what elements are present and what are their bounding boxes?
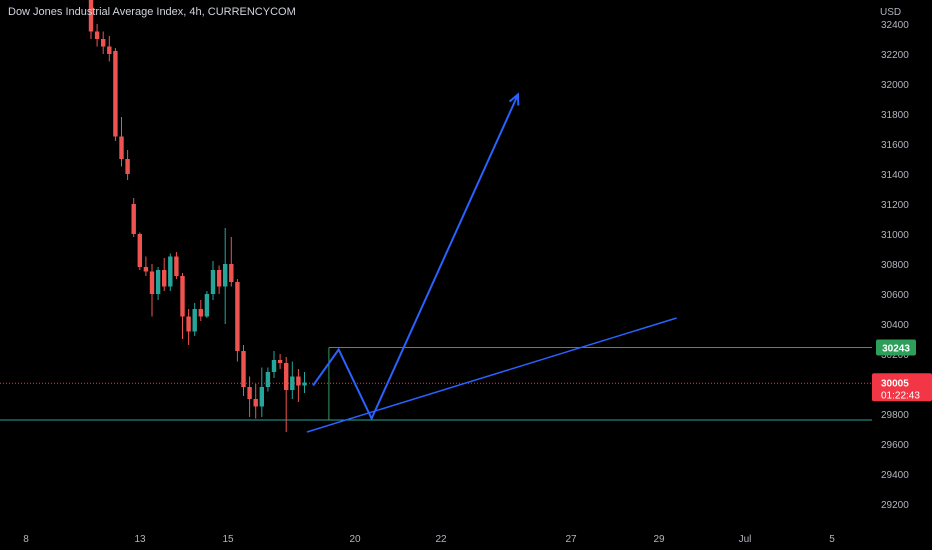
y-tick-label: 30400 [881,320,909,331]
svg-text:30243: 30243 [882,344,910,355]
countdown: 01:22:43 [881,390,920,401]
y-tick-label: 31000 [881,230,909,241]
candle [192,303,197,336]
y-tick-label: 32200 [881,50,909,61]
y-tick-label: 30600 [881,290,909,301]
current-price-value: 30005 [881,378,909,389]
x-tick-label: 8 [23,534,29,545]
currency-label: USD [880,7,901,18]
candle [143,256,149,276]
candle [137,232,142,270]
y-tick-label: 31800 [881,110,909,121]
y-tick-label: 29400 [881,470,909,481]
candle [204,291,210,318]
x-axis-ticks: 8 13 15 20 22 27 29 Jul 5 [23,534,835,545]
candle [223,228,228,324]
candle [198,300,203,321]
candle [186,309,191,345]
candle [125,150,130,180]
candle [216,265,222,294]
y-tick-label: 30800 [881,260,909,271]
candle [131,198,136,237]
candle [259,367,264,417]
candle [119,117,124,167]
candle [113,48,118,141]
candle [241,345,246,396]
x-tick-label: 27 [565,534,577,545]
y-tick-label: 32000 [881,80,909,91]
candles [88,0,307,432]
candle [180,273,185,339]
candle [94,24,100,47]
y-axis-ticks: 32400 32200 32000 31800 31600 31400 31200 31000… [881,20,909,511]
x-tick-label: 15 [222,534,234,545]
candle [296,369,301,402]
candle [229,237,234,287]
candle [101,31,106,54]
y-tick-label: 29200 [881,500,909,511]
candle [265,367,271,392]
x-tick-label: 13 [134,534,146,545]
candle [174,252,179,279]
candle [290,361,295,399]
horizontal-levels [0,347,872,421]
candle [277,354,283,369]
y-tick-label: 31200 [881,200,909,211]
level-price-tag: 30243 [876,339,916,356]
candle [235,279,240,362]
x-tick-label: Jul [739,534,752,545]
x-tick-label: 20 [349,534,361,545]
candle [271,351,277,378]
chart-title: Dow Jones Industrial Average Index, 4h, … [8,6,296,18]
candle [284,357,289,432]
drawings[interactable] [306,92,677,433]
trendline[interactable] [306,317,677,433]
candle [88,0,94,39]
candle [247,376,252,417]
candle [253,384,258,419]
candle [210,261,216,300]
candle [302,372,307,393]
candle [162,258,167,291]
y-tick-label: 31600 [881,140,909,151]
y-tick-label: 31400 [881,170,909,181]
projection-arrowhead [508,92,520,106]
projection-path[interactable] [312,94,519,421]
candle [168,253,173,291]
x-tick-label: 5 [829,534,835,545]
y-tick-label: 29800 [881,410,909,421]
x-tick-label: 22 [435,534,447,545]
candle [107,36,112,62]
y-tick-label: 29600 [881,440,909,451]
candle [149,264,155,317]
x-tick-label: 29 [653,534,665,545]
candle [155,267,161,300]
y-tick-label: 32400 [881,20,909,31]
